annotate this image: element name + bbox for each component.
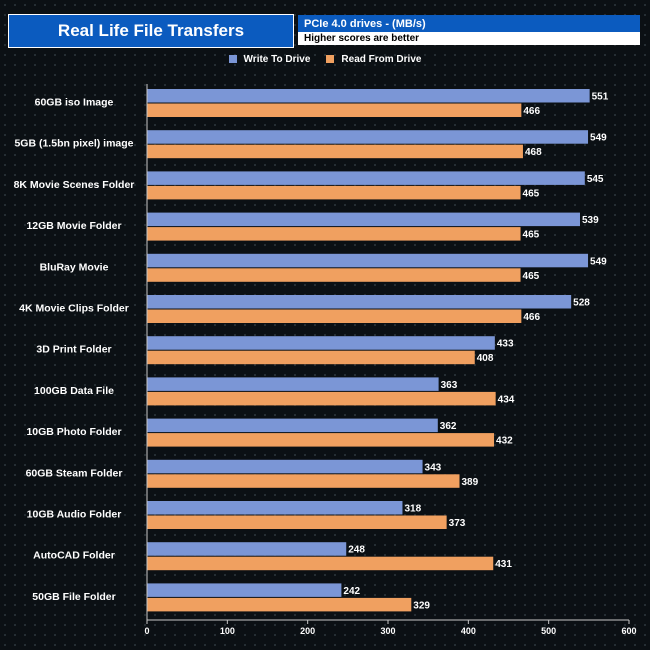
bar-read	[147, 309, 522, 323]
bar-write	[147, 377, 439, 391]
legend-swatch-write	[228, 55, 237, 63]
bar-write	[147, 253, 589, 268]
data-label-write: 343	[425, 462, 442, 473]
category-label: 10GB Audio Folder	[27, 509, 122, 521]
data-label-write: 242	[343, 586, 360, 597]
data-label-write: 539	[582, 215, 599, 226]
bar-read	[147, 433, 495, 447]
category-label: 12GB Movie Folder	[26, 220, 121, 232]
category-label: BluRay Movie	[40, 261, 109, 273]
data-label-write: 363	[441, 380, 458, 391]
bar-write	[147, 583, 342, 597]
data-label-write: 545	[587, 174, 604, 185]
bar-write	[147, 212, 580, 227]
data-label-read: 466	[523, 312, 540, 323]
data-label-write: 549	[590, 256, 607, 267]
data-label-read: 373	[449, 518, 466, 529]
x-tick-label: 400	[461, 626, 476, 636]
bar-read	[147, 185, 521, 200]
data-label-read: 431	[495, 559, 512, 570]
x-tick-label: 600	[621, 626, 636, 636]
data-label-read: 465	[523, 230, 540, 241]
x-tick-label: 0	[144, 626, 149, 636]
bar-write	[147, 542, 347, 556]
bar-read	[147, 597, 412, 612]
category-label: 60GB iso Image	[35, 97, 114, 109]
data-label-write: 362	[440, 421, 457, 432]
bar-read	[147, 350, 475, 365]
chart-note: Higher scores are better	[298, 32, 640, 45]
category-label: AutoCAD Folder	[33, 550, 115, 562]
bar-read	[147, 227, 521, 241]
category-label: 10GB Photo Folder	[26, 426, 121, 438]
category-label: 3D Print Folder	[36, 344, 111, 356]
data-label-write: 318	[404, 504, 421, 515]
bar-write	[147, 336, 495, 350]
chart-title: Real Life File Transfers	[8, 14, 294, 48]
data-label-read: 432	[496, 436, 513, 447]
data-label-read: 434	[498, 394, 515, 405]
bar-write	[147, 171, 585, 185]
data-label-write: 551	[592, 92, 609, 103]
legend: Write To Drive Read From Drive	[0, 52, 650, 66]
chart-subtitle: PCIe 4.0 drives - (MB/s)	[298, 15, 640, 32]
data-label-read: 465	[523, 271, 540, 282]
legend-item-write: Write To Drive	[228, 53, 311, 65]
data-label-write: 528	[573, 298, 590, 309]
data-label-write: 433	[497, 339, 514, 350]
category-label: 100GB Data File	[34, 385, 114, 397]
data-label-read: 465	[523, 188, 540, 199]
category-label: 5GB (1.5bn pixel) image	[14, 138, 133, 150]
legend-item-read: Read From Drive	[326, 54, 421, 65]
category-label: 60GB Steam Folder	[26, 467, 123, 479]
bar-write	[147, 89, 590, 103]
bar-write	[147, 295, 572, 309]
data-label-read: 389	[461, 477, 478, 488]
bar-read	[147, 268, 521, 282]
category-label: 4K Movie Clips Folder	[19, 303, 129, 315]
bar-read	[147, 103, 522, 117]
legend-swatch-read	[326, 55, 335, 63]
data-label-read: 468	[525, 147, 542, 158]
data-label-write: 549	[590, 133, 607, 144]
x-tick-label: 500	[541, 626, 556, 636]
legend-label-read: Read From Drive	[341, 53, 422, 65]
bar-write	[147, 501, 403, 515]
category-label: 8K Movie Scenes Folder	[14, 179, 135, 191]
data-label-read: 329	[413, 600, 430, 611]
bar-write	[147, 418, 438, 433]
x-tick-label: 200	[300, 626, 315, 636]
data-label-write: 248	[348, 545, 365, 556]
bar-write	[147, 130, 589, 144]
x-tick-label: 100	[220, 626, 235, 636]
category-label: 50GB File Folder	[32, 591, 115, 603]
data-label-read: 408	[477, 353, 494, 364]
bar-read	[147, 515, 447, 529]
bar-write	[147, 459, 423, 474]
bar-read	[147, 391, 496, 406]
bar-read	[147, 474, 460, 488]
legend-label-write: Write To Drive	[243, 53, 311, 65]
bar-read	[147, 144, 523, 159]
x-tick-label: 300	[380, 626, 395, 636]
data-label-read: 466	[523, 106, 540, 117]
bar-read	[147, 556, 494, 571]
